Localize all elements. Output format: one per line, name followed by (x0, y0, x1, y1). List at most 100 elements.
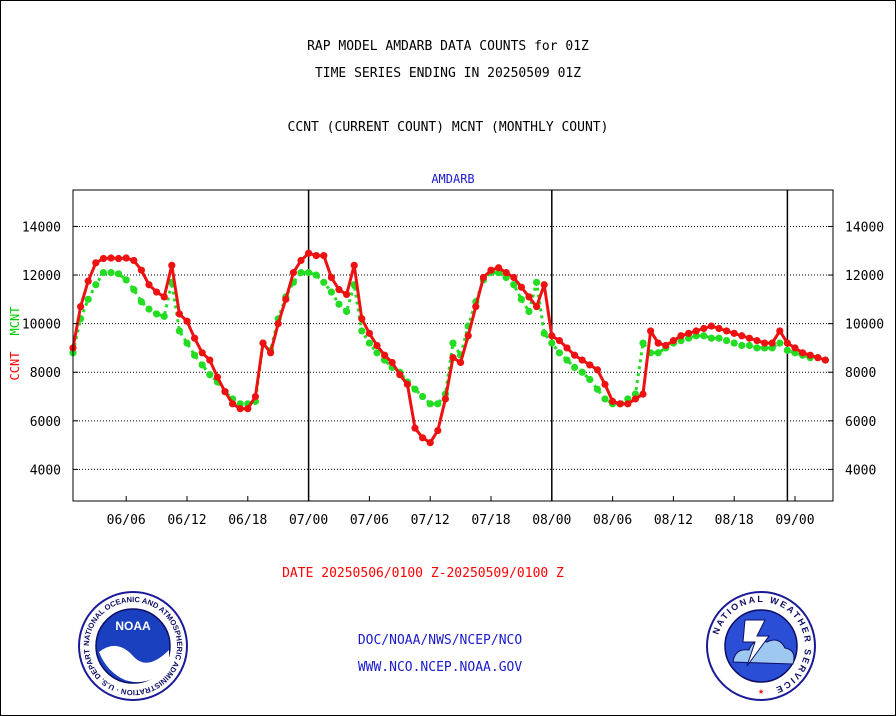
data-point-ccnt (723, 327, 731, 335)
data-point-mcnt (160, 312, 168, 320)
data-point-ccnt (814, 354, 822, 362)
data-point-ccnt (616, 400, 624, 408)
data-point-ccnt (669, 337, 678, 345)
data-point-ccnt (685, 329, 693, 337)
y-tick-label-right: 12000 (845, 269, 884, 284)
data-point-ccnt (358, 315, 366, 323)
data-point-ccnt (267, 349, 275, 357)
data-point-mcnt (137, 298, 145, 306)
data-point-ccnt (244, 405, 252, 413)
data-point-ccnt (571, 351, 579, 359)
data-point-ccnt (251, 392, 259, 401)
x-tick-label: 06/06 (107, 513, 146, 528)
data-point-mcnt (84, 295, 92, 303)
data-point-ccnt (229, 400, 237, 408)
data-point-ccnt (487, 266, 495, 274)
nws-star-icon: ★ (758, 686, 764, 697)
data-point-mcnt (305, 269, 313, 277)
data-point-ccnt (327, 273, 335, 282)
y-tick-label-left: 8000 (30, 366, 61, 381)
data-point-ccnt (479, 273, 487, 282)
data-point-mcnt (738, 341, 746, 350)
data-point-mcnt (723, 337, 731, 345)
data-point-ccnt (373, 341, 381, 350)
data-point-ccnt (289, 269, 297, 277)
chart-title-line2: TIME SERIES ENDING IN 20250509 01Z (314, 66, 582, 81)
data-point-mcnt (343, 307, 351, 316)
data-point-ccnt (707, 322, 716, 330)
data-point-ccnt (122, 254, 130, 262)
data-point-ccnt (168, 261, 176, 269)
data-point-ccnt (533, 303, 541, 311)
data-point-mcnt (586, 375, 594, 384)
data-point-mcnt (411, 385, 419, 393)
data-point-mcnt (198, 361, 206, 369)
data-point-ccnt (601, 380, 609, 388)
data-point-mcnt (175, 327, 183, 335)
data-point-mcnt (115, 270, 123, 278)
data-point-ccnt (92, 259, 100, 267)
x-tick-label: 07/18 (471, 513, 510, 528)
plot-border (72, 189, 834, 502)
data-point-ccnt (783, 339, 792, 347)
data-point-ccnt (510, 273, 518, 282)
data-point-mcnt (191, 351, 199, 359)
noaa-center-text: NOAA (115, 619, 151, 633)
data-point-mcnt (707, 334, 716, 342)
data-point-ccnt (213, 373, 221, 381)
data-point-ccnt (631, 395, 640, 403)
data-point-mcnt (745, 341, 754, 350)
data-point-ccnt (396, 371, 404, 379)
data-point-ccnt (662, 341, 670, 350)
data-point-ccnt (586, 361, 594, 369)
data-point-mcnt (335, 300, 343, 308)
data-point-mcnt (449, 339, 457, 347)
data-point-ccnt (274, 320, 282, 328)
data-point-ccnt (236, 405, 244, 413)
data-point-ccnt (776, 327, 784, 335)
data-point-ccnt (320, 252, 328, 260)
data-point-ccnt (115, 254, 123, 263)
data-point-ccnt (198, 349, 206, 357)
data-point-mcnt (145, 305, 153, 313)
data-point-mcnt (107, 269, 115, 277)
y-axis-label-mcnt: MCNT (8, 307, 22, 336)
data-point-ccnt (738, 332, 746, 340)
data-point-ccnt (403, 380, 411, 388)
y-tick-label-right: 8000 (845, 366, 876, 381)
y-tick-label-left: 6000 (30, 415, 61, 430)
data-point-ccnt (77, 303, 85, 311)
noaa-bird-icon (99, 645, 169, 683)
y-tick-label-left: 4000 (30, 463, 61, 478)
data-point-mcnt (571, 363, 579, 371)
data-point-ccnt (745, 334, 754, 342)
data-point-mcnt (776, 339, 784, 347)
credit-org-line: DOC/NOAA/NWS/NCEP/NCO (357, 633, 523, 648)
data-point-ccnt (350, 261, 358, 269)
credit-url-line[interactable]: WWW.NCO.NCEP.NOAA.GOV (357, 660, 523, 675)
data-point-ccnt (305, 249, 313, 257)
chart-subtitle: CCNT (CURRENT COUNT) MCNT (MONTHLY COUNT… (287, 120, 609, 135)
data-point-ccnt (647, 327, 655, 335)
data-point-mcnt (601, 395, 609, 403)
data-point-mcnt (153, 310, 161, 318)
data-point-ccnt (464, 332, 472, 340)
data-point-mcnt (593, 385, 602, 393)
x-tick-label: 06/12 (167, 513, 206, 528)
data-point-ccnt (449, 354, 457, 362)
data-point-mcnt (555, 349, 564, 357)
data-point-ccnt (730, 329, 738, 337)
data-point-ccnt (441, 395, 449, 403)
data-point-ccnt (434, 426, 442, 435)
grid-layer (73, 190, 833, 501)
data-point-ccnt (419, 434, 427, 442)
data-point-ccnt (677, 332, 685, 340)
data-point-ccnt (365, 329, 373, 337)
data-point-mcnt (730, 339, 738, 347)
data-point-ccnt (99, 254, 107, 263)
data-point-ccnt (426, 439, 434, 447)
y-tick-label-left: 14000 (22, 220, 61, 235)
data-point-ccnt (107, 254, 115, 262)
x-tick-label: 07/12 (411, 513, 450, 528)
y-tick-label-right: 14000 (845, 220, 884, 235)
